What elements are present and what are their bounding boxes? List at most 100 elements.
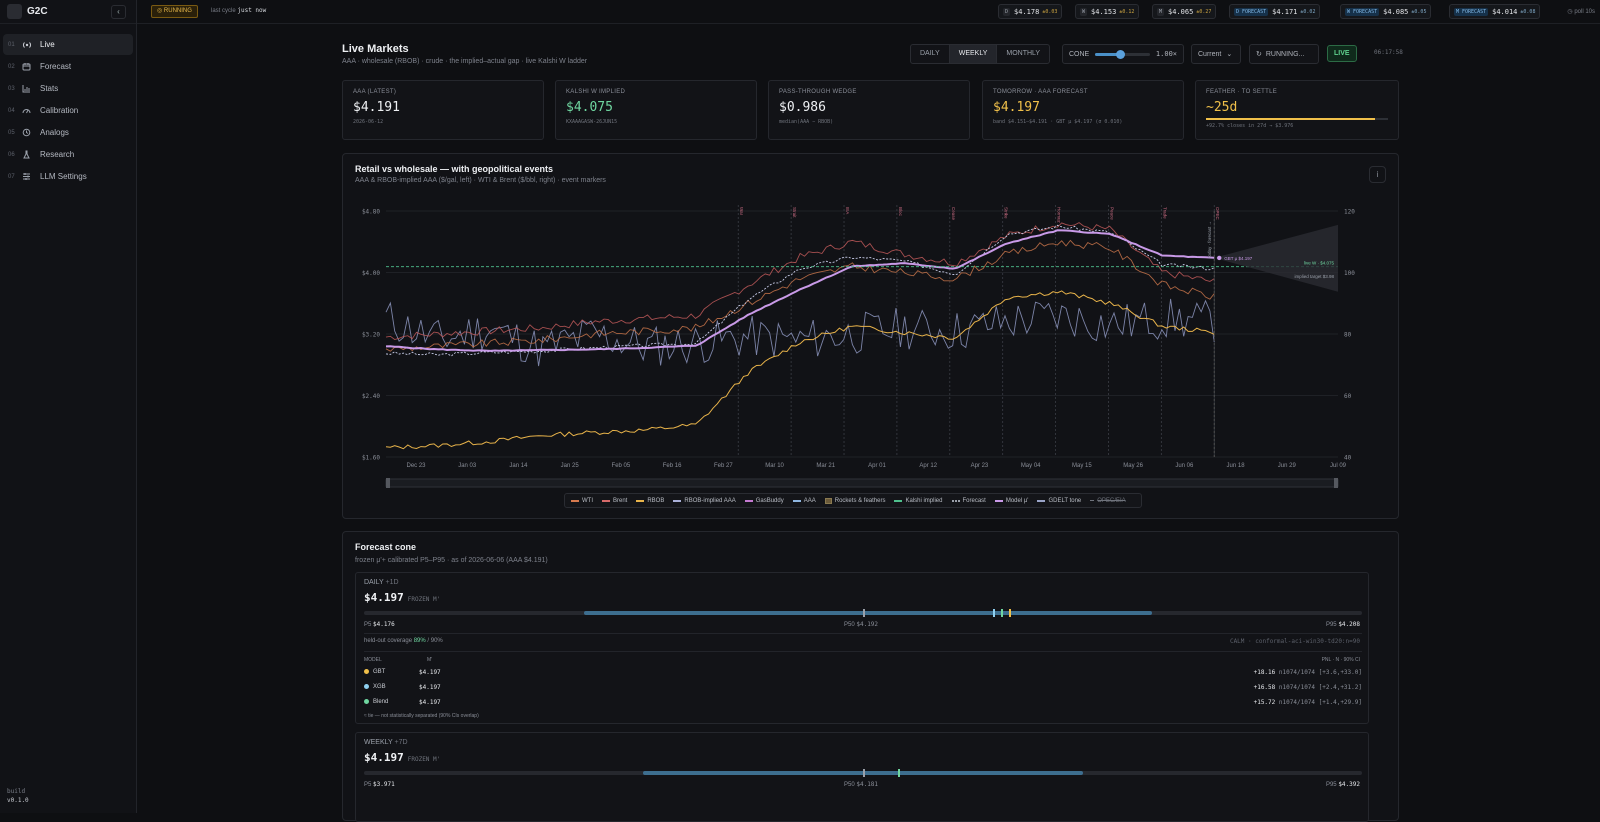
weekly-p95: P95 $4.392: [1326, 781, 1360, 788]
event-label: Hormuz: [1057, 207, 1062, 224]
mode-monthly[interactable]: MONTHLY: [1006, 50, 1041, 57]
daily-cone-card: DAILY +1D $4.197 FROZEN M' P5 $4.176 P50 …: [355, 572, 1369, 724]
weekly-cone-card: WEEKLY +7D $4.197 FROZEN M' P5 $3.971 P50…: [355, 732, 1369, 822]
legend-label: Model μ': [1005, 497, 1029, 504]
nav-item-research[interactable]: 06 Research: [3, 144, 133, 165]
price-chip-m[interactable]: M $4.065 ±0.27: [1152, 4, 1217, 19]
nav-label: Live: [40, 40, 55, 49]
legend-swatch: [951, 499, 960, 502]
p5-label: P5: [364, 782, 372, 788]
main-content: Live Markets AAA · wholesale (RBOB) · cr…: [137, 25, 1600, 822]
daily-value-text: $4.197: [364, 591, 404, 604]
nav-item-analogs[interactable]: 05 Analogs: [3, 122, 133, 143]
app-name: G2C: [27, 6, 48, 17]
mode-weekly[interactable]: WEEKLY: [949, 45, 998, 63]
p95-value: $4.392: [1338, 781, 1360, 788]
period-select[interactable]: Current ⌄: [1191, 44, 1241, 64]
y-right-tick-label: 60: [1344, 393, 1352, 400]
stat-card-aaa: AAA (LATEST) $4.191 2026-06-12: [342, 80, 544, 140]
forecast-chip-m[interactable]: M FORECAST $4.014 ±0.08: [1449, 4, 1541, 19]
price-chip-w[interactable]: W $4.153 ±0.12: [1075, 4, 1140, 19]
y-left-tick-label: $4.00: [362, 270, 380, 277]
legend-swatch: [673, 499, 682, 502]
model-dot: [364, 699, 369, 704]
card-detail: band $4.151–$4.191 · GBT μ $4.197 (σ 0.0…: [993, 119, 1123, 125]
legend-swatch: [1090, 500, 1095, 501]
card-value: $4.197: [993, 100, 1040, 115]
status-badge: ◎ RUNNING: [151, 5, 198, 18]
p5-value: $4.176: [373, 621, 395, 628]
model-name: GBT: [364, 669, 385, 675]
event-label: Peace: [1109, 207, 1114, 220]
nav-item-forecast[interactable]: 02 Forecast: [3, 56, 133, 77]
line-chart[interactable]: $4.80 $4.00 $3.20 $2.40 $1.60 120 100 80 60 40 Dec…: [343, 154, 1400, 490]
forecast-cone-panel: Forecast cone frozen μ'+ calibrated P5–P…: [342, 531, 1399, 822]
weekly-value-text: $4.197: [364, 751, 404, 764]
nav-number: 05: [8, 129, 15, 136]
legend-item[interactable]: Kalshi implied: [894, 498, 943, 504]
chip-key: M FORECAST: [1454, 7, 1489, 16]
broadcast-icon: [19, 40, 34, 50]
chip-delta: ±0.12: [1119, 8, 1135, 15]
legend-item[interactable]: Brent: [602, 498, 627, 504]
legend-item[interactable]: WTI: [571, 498, 593, 504]
page-title: Live Markets: [342, 43, 409, 55]
forecast-chip-d[interactable]: D FORECAST $4.171 ±0.02: [1229, 4, 1321, 19]
legend-item[interactable]: GDELT tone: [1037, 498, 1081, 504]
legend-swatch: [571, 499, 579, 502]
legend-item[interactable]: Model μ': [994, 497, 1029, 504]
collapse-sidebar-button[interactable]: ‹: [111, 5, 126, 19]
run-button[interactable]: ↻ RUNNING...: [1249, 44, 1319, 64]
legend-item[interactable]: RBOB-implied AAA: [673, 497, 736, 504]
legend-item[interactable]: AAA: [792, 498, 816, 504]
nav-label: Stats: [40, 84, 59, 93]
pnl-detail: n1074/1074 [+2.4,+31.2]: [1278, 684, 1362, 691]
live-badge[interactable]: LIVE: [1327, 45, 1357, 62]
series-wti: [385, 239, 1215, 352]
legend-swatch: [636, 499, 645, 502]
nav-item-llm-settings[interactable]: 07 LLM Settings: [3, 166, 133, 187]
last-cycle-label: last cycle: [211, 8, 236, 14]
legend-item[interactable]: Forecast: [951, 498, 986, 504]
x-tick-label: Jun 06: [1175, 463, 1194, 469]
nav-item-stats[interactable]: 03 Stats: [3, 78, 133, 99]
legend-item[interactable]: RBOB: [636, 498, 664, 504]
legend-item[interactable]: GasBuddy: [744, 498, 784, 504]
card-label: TOMORROW · AAA FORECAST: [993, 89, 1088, 95]
coverage: held-out coverage 89% / 90%: [364, 638, 443, 644]
forecast-cone-shape: [1214, 224, 1338, 292]
nav-item-calibration[interactable]: 04 Calibration: [3, 100, 133, 121]
cone-slider[interactable]: [1095, 49, 1150, 59]
pnl-value: +15.72: [1253, 699, 1276, 706]
price-chip-d[interactable]: D $4.178 ±0.03: [998, 4, 1063, 19]
legend-label: OPEC/EIA: [1097, 497, 1126, 504]
nav-label: Calibration: [40, 106, 79, 115]
forecast-chip-w[interactable]: W FORECAST $4.085 ±0.05: [1340, 4, 1432, 19]
annotation-implied: implied target $3.98: [1294, 274, 1334, 279]
model-header: MODEL: [364, 657, 382, 663]
cone-slider-thumb[interactable]: [1115, 49, 1125, 59]
stat-card-wedge: PASS-THROUGH WEDGE $0.986 median(AAA − R…: [768, 80, 970, 140]
model-name-text: XGB: [373, 684, 386, 691]
legend-swatch: [994, 499, 1003, 502]
x-tick-label: Feb 05: [612, 463, 631, 469]
mode-daily[interactable]: DAILY: [911, 45, 950, 63]
nav-item-live[interactable]: 01 Live: [3, 34, 133, 55]
info-icon[interactable]: i: [1369, 166, 1386, 183]
legend-item[interactable]: Rockets & feathers: [824, 497, 885, 504]
refresh-icon: ↻: [1256, 51, 1262, 58]
nav-number: 06: [8, 151, 15, 158]
chevron-down-icon: ⌄: [1226, 51, 1233, 58]
legend-swatch: [602, 499, 610, 502]
card-value: ~25d: [1206, 100, 1238, 115]
mu-header: M': [427, 657, 433, 663]
legend-label: RBOB-implied AAA: [684, 497, 736, 504]
chip-value: $4.065: [1168, 7, 1194, 16]
daily-header: DAILY +1D: [364, 579, 399, 586]
event-label: Cease: [951, 207, 956, 221]
x-tick-label: Mar 21: [816, 463, 835, 469]
legend-item[interactable]: OPEC/EIA: [1090, 497, 1126, 504]
card-value: $4.075: [566, 100, 613, 115]
x-tick-label: Jun 18: [1227, 463, 1246, 469]
bar-chart-icon: [19, 84, 34, 94]
